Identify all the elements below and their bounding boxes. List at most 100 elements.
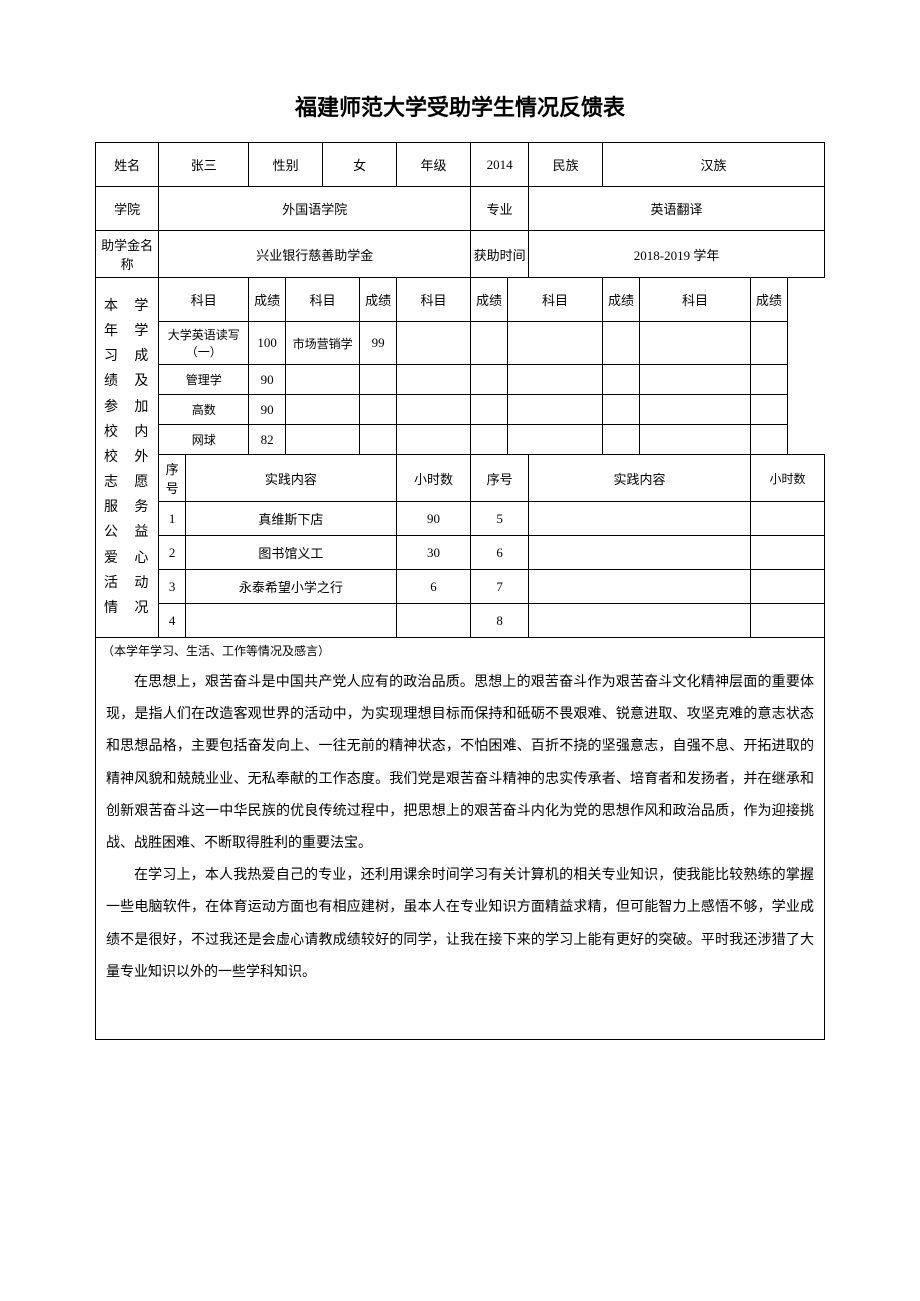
label-grade: 年级 <box>397 143 471 187</box>
essay-p2: 在学习上，本人我热爱自己的专业，还利用课余时间学习有关计算机的相关专业知识，使我… <box>106 860 814 989</box>
page-title: 福建师范大学受助学生情况反馈表 <box>95 90 825 122</box>
activity-seq: 2 <box>159 536 185 570</box>
grade-score <box>360 365 397 395</box>
grade-subject <box>640 395 751 425</box>
grade-score <box>603 395 640 425</box>
essay-note: （本学年学习、生活、工作等情况及感言） <box>96 638 825 664</box>
grade-score <box>471 395 508 425</box>
grade-subject <box>640 365 751 395</box>
grade-score <box>360 425 397 455</box>
label-aidtime: 获助时间 <box>471 231 529 278</box>
label-subject-1: 科目 <box>159 278 249 322</box>
label-score-1: 成绩 <box>249 278 286 322</box>
grade-subject <box>640 425 751 455</box>
activity-content <box>529 604 751 638</box>
grade-subject: 网球 <box>159 425 249 455</box>
label-seq-1: 序号 <box>159 455 185 502</box>
label-score-4: 成绩 <box>603 278 640 322</box>
grade-subject <box>286 365 360 395</box>
activity-seq: 3 <box>159 570 185 604</box>
grade-subject <box>508 395 603 425</box>
activity-hours <box>750 604 824 638</box>
label-scholarship: 助学金名称 <box>96 231 159 278</box>
activity-content: 真维斯下店 <box>185 502 396 536</box>
activity-content <box>185 604 396 638</box>
label-score-2: 成绩 <box>360 278 397 322</box>
grade-score: 90 <box>249 365 286 395</box>
grade-score: 99 <box>360 322 397 365</box>
label-college: 学院 <box>96 187 159 231</box>
grade-score <box>750 322 787 365</box>
grade-subject <box>397 425 471 455</box>
grade-subject <box>286 395 360 425</box>
value-college: 外国语学院 <box>159 187 471 231</box>
activity-content <box>529 570 751 604</box>
grade-subject <box>397 322 471 365</box>
activity-content: 永泰希望小学之行 <box>185 570 396 604</box>
label-score-3: 成绩 <box>471 278 508 322</box>
activity-hours: 6 <box>397 570 471 604</box>
grade-score <box>360 395 397 425</box>
grade-subject: 市场营销学 <box>286 322 360 365</box>
grade-score <box>471 322 508 365</box>
value-major: 英语翻译 <box>529 187 825 231</box>
grade-score <box>750 365 787 395</box>
activity-seq: 6 <box>471 536 529 570</box>
grade-score <box>603 322 640 365</box>
value-scholarship: 兴业银行慈善助学金 <box>159 231 471 278</box>
label-section: 本学年学习成绩及参加校内校外志愿服务公益爱心活动情况 <box>96 278 159 638</box>
label-name: 姓名 <box>96 143 159 187</box>
activity-hours <box>397 604 471 638</box>
value-aidtime: 2018-2019 学年 <box>529 231 825 278</box>
grade-subject <box>508 425 603 455</box>
grade-subject <box>286 425 360 455</box>
grade-score: 82 <box>249 425 286 455</box>
grade-subject: 管理学 <box>159 365 249 395</box>
grade-subject: 大学英语读写（一） <box>159 322 249 365</box>
label-hours-1: 小时数 <box>397 455 471 502</box>
label-subject-3: 科目 <box>397 278 471 322</box>
grade-score <box>471 365 508 395</box>
label-ethnicity: 民族 <box>529 143 603 187</box>
activity-seq: 7 <box>471 570 529 604</box>
grade-subject <box>508 322 603 365</box>
feedback-table: 姓名 张三 性别 女 年级 2014 民族 汉族 学院 外国语学院 专业 英语翻… <box>95 142 825 1040</box>
activity-seq: 5 <box>471 502 529 536</box>
activity-seq: 1 <box>159 502 185 536</box>
grade-score: 100 <box>249 322 286 365</box>
grade-score: 90 <box>249 395 286 425</box>
value-name: 张三 <box>159 143 249 187</box>
activity-hours <box>750 570 824 604</box>
grade-score <box>750 425 787 455</box>
grade-score <box>471 425 508 455</box>
label-score-5: 成绩 <box>750 278 787 322</box>
label-seq-2: 序号 <box>471 455 529 502</box>
essay-body: 在思想上，艰苦奋斗是中国共产党人应有的政治品质。思想上的艰苦奋斗作为艰苦奋斗文化… <box>96 663 825 1039</box>
essay-p1: 在思想上，艰苦奋斗是中国共产党人应有的政治品质。思想上的艰苦奋斗作为艰苦奋斗文化… <box>106 667 814 860</box>
activity-content: 图书馆义工 <box>185 536 396 570</box>
value-gender: 女 <box>323 143 397 187</box>
activity-content <box>529 536 751 570</box>
grade-subject <box>397 365 471 395</box>
activity-seq: 8 <box>471 604 529 638</box>
activity-content <box>529 502 751 536</box>
value-ethnicity: 汉族 <box>603 143 825 187</box>
grade-subject <box>397 395 471 425</box>
grade-score <box>603 365 640 395</box>
activity-hours: 30 <box>397 536 471 570</box>
value-grade: 2014 <box>471 143 529 187</box>
label-hours-2: 小时数 <box>750 455 824 502</box>
grade-subject: 高数 <box>159 395 249 425</box>
activity-hours <box>750 536 824 570</box>
activity-hours <box>750 502 824 536</box>
grade-subject <box>640 322 751 365</box>
grade-subject <box>508 365 603 395</box>
label-subject-4: 科目 <box>508 278 603 322</box>
label-practice-2: 实践内容 <box>529 455 751 502</box>
label-practice-1: 实践内容 <box>185 455 396 502</box>
grade-score <box>603 425 640 455</box>
activity-seq: 4 <box>159 604 185 638</box>
grade-score <box>750 395 787 425</box>
label-subject-2: 科目 <box>286 278 360 322</box>
activity-hours: 90 <box>397 502 471 536</box>
